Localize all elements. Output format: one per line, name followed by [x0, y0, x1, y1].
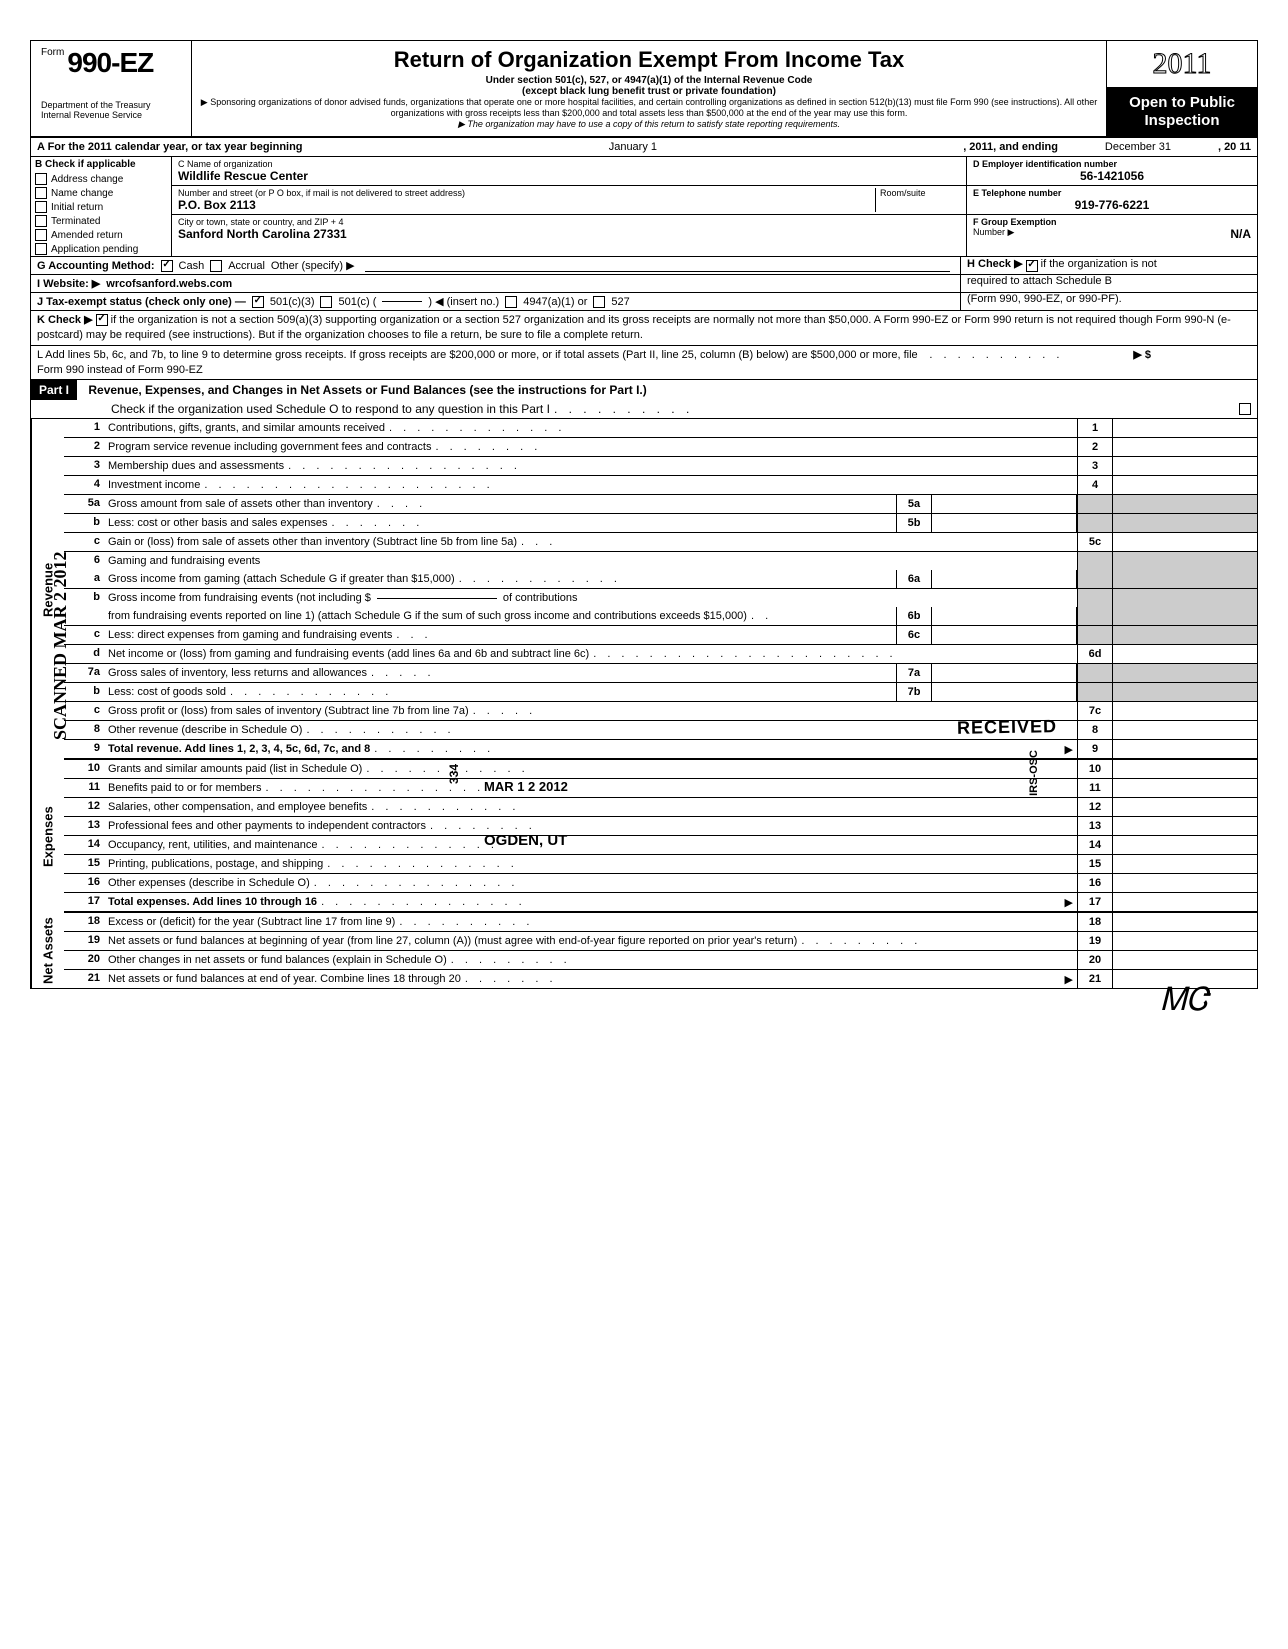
checkbox-schedule-o[interactable]: [1239, 403, 1251, 415]
netassets-section: Net Assets 18Excess or (deficit) for the…: [31, 913, 1257, 988]
group-exemption: N/A: [1230, 227, 1251, 241]
form-number: 990-EZ: [67, 47, 153, 78]
part-1-header: Part I Revenue, Expenses, and Changes in…: [31, 380, 1257, 419]
checkbox-4947[interactable]: [505, 296, 517, 308]
side-label-netassets: Net Assets: [31, 913, 64, 988]
row-k: K Check ▶ if the organization is not a s…: [31, 311, 1257, 346]
checkbox-accrual[interactable]: [210, 260, 222, 272]
checkbox-name-change[interactable]: [35, 187, 47, 199]
main-title: Return of Organization Exempt From Incom…: [200, 47, 1098, 73]
form-990ez: Form 990-EZ Department of the Treasury I…: [30, 40, 1258, 989]
box-c: C Name of organization Wildlife Rescue C…: [172, 157, 966, 256]
open-to-public: Open to Public Inspection: [1107, 88, 1257, 136]
year-cell: 2011 Open to Public Inspection: [1106, 41, 1257, 136]
row-g: G Accounting Method: Cash Accrual Other …: [31, 257, 1257, 275]
row-j: J Tax-exempt status (check only one) — 5…: [31, 293, 1257, 311]
header-grid: B Check if applicable Address change Nam…: [31, 157, 1257, 257]
row-i: I Website: ▶ wrcofsanford.webs.com requi…: [31, 275, 1257, 293]
form-header: Form 990-EZ Department of the Treasury I…: [31, 41, 1257, 138]
side-label-revenue: Revenue: [31, 419, 64, 760]
checkbox-cash[interactable]: [161, 260, 173, 272]
telephone: 919-776-6221: [973, 198, 1251, 212]
checkbox-terminated[interactable]: [35, 215, 47, 227]
revenue-section: Revenue 1Contributions, gifts, grants, a…: [31, 419, 1257, 760]
row-l: L Add lines 5b, 6c, and 7b, to line 9 to…: [31, 346, 1257, 381]
checkbox-initial-return[interactable]: [35, 201, 47, 213]
org-name: Wildlife Rescue Center: [178, 169, 960, 183]
side-label-expenses: Expenses: [31, 760, 64, 913]
org-city: Sanford North Carolina 27331: [178, 227, 960, 241]
box-def: D Employer identification number 56-1421…: [966, 157, 1257, 256]
box-b: B Check if applicable Address change Nam…: [31, 157, 172, 256]
instructions-1: ▶ Sponsoring organizations of donor advi…: [200, 97, 1098, 119]
title-cell: Return of Organization Exempt From Incom…: [192, 41, 1106, 136]
instructions-2: ▶ The organization may have to use a cop…: [200, 119, 1098, 130]
checkbox-h[interactable]: [1026, 260, 1038, 272]
checkbox-amended[interactable]: [35, 229, 47, 241]
checkbox-501c[interactable]: [320, 296, 332, 308]
expenses-section: Expenses 10Grants and similar amounts pa…: [31, 760, 1257, 913]
dept-irs: Internal Revenue Service: [41, 111, 181, 121]
ein: 56-1421056: [973, 169, 1251, 183]
checkbox-501c3[interactable]: [252, 296, 264, 308]
org-street: P.O. Box 2113: [178, 198, 875, 212]
signature: ᎷᏣ: [1160, 981, 1208, 1019]
subtitle-1: Under section 501(c), 527, or 4947(a)(1)…: [200, 75, 1098, 86]
checkbox-address-change[interactable]: [35, 173, 47, 185]
subtitle-2: (except black lung benefit trust or priv…: [200, 86, 1098, 97]
stamp-date: MAR 1 2 2012: [484, 779, 568, 794]
stamp-irs: IRS-OSC: [1028, 750, 1040, 796]
checkbox-application-pending[interactable]: [35, 243, 47, 255]
row-a: A For the 2011 calendar year, or tax yea…: [31, 138, 1257, 157]
stamp-334: 334: [447, 764, 461, 784]
stamp-ogden: OGDEN, UT: [484, 832, 567, 849]
tax-year: 2011: [1153, 47, 1212, 80]
form-label: Form: [41, 47, 64, 58]
website: wrcofsanford.webs.com: [106, 278, 232, 290]
form-number-cell: Form 990-EZ Department of the Treasury I…: [31, 41, 192, 136]
checkbox-k[interactable]: [96, 314, 108, 326]
checkbox-527[interactable]: [593, 296, 605, 308]
